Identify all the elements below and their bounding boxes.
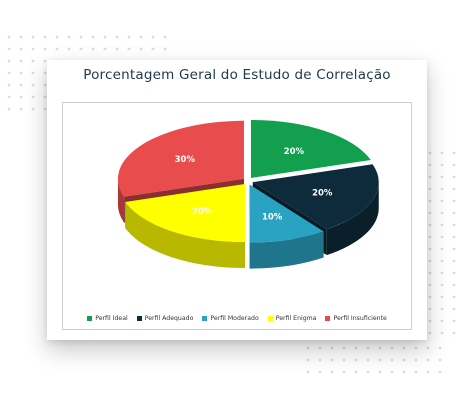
legend-label: Perfil Enigma	[275, 315, 317, 322]
slice-top-perfil-enigma	[125, 184, 246, 243]
legend-item-perfil-ideal: Perfil Ideal	[87, 315, 128, 322]
legend-label: Perfil Adequado	[144, 315, 194, 322]
data-label-perfil-insuficiente: 30%	[175, 155, 196, 165]
legend-swatch	[325, 316, 331, 321]
legend-label: Perfil Insuficiente	[333, 315, 387, 322]
slice-top-perfil-adequado	[252, 164, 379, 230]
chart-title: Porcentagem Geral do Estudo de Correlaçã…	[83, 67, 391, 83]
legend-item-perfil-moderado: Perfil Moderado	[202, 315, 259, 322]
legend: Perfil Ideal Perfil Adequado Perfil Modera…	[63, 315, 411, 322]
legend-swatch	[136, 316, 142, 321]
dot-pattern-bottom	[306, 346, 442, 374]
data-label-perfil-ideal: 20%	[284, 147, 305, 157]
chart-card: Porcentagem Geral do Estudo de Correlaçã…	[47, 60, 427, 340]
pie-chart: 20% 20% 10% 20% 30%	[117, 119, 379, 269]
legend-label: Perfil Ideal	[95, 315, 128, 322]
legend-item-perfil-insuficiente: Perfil Insuficiente	[325, 315, 387, 322]
slice-top-perfil-insuficiente	[117, 120, 244, 197]
plot-area: 20% 20% 10% 20% 30% Perfil Ideal Perfil Adequ…	[62, 102, 412, 330]
legend-label: Perfil Moderado	[210, 315, 259, 322]
data-label-perfil-adequado: 20%	[312, 189, 333, 199]
slice-top-perfil-ideal	[250, 119, 371, 178]
legend-item-perfil-adequado: Perfil Adequado	[136, 315, 194, 322]
legend-swatch	[87, 316, 93, 321]
data-label-perfil-moderado: 10%	[262, 213, 283, 223]
slice-top-perfil-moderado	[249, 184, 324, 243]
legend-swatch	[267, 316, 273, 321]
data-label-perfil-enigma: 20%	[192, 207, 213, 217]
legend-item-perfil-enigma: Perfil Enigma	[267, 315, 317, 322]
legend-swatch	[202, 316, 208, 321]
